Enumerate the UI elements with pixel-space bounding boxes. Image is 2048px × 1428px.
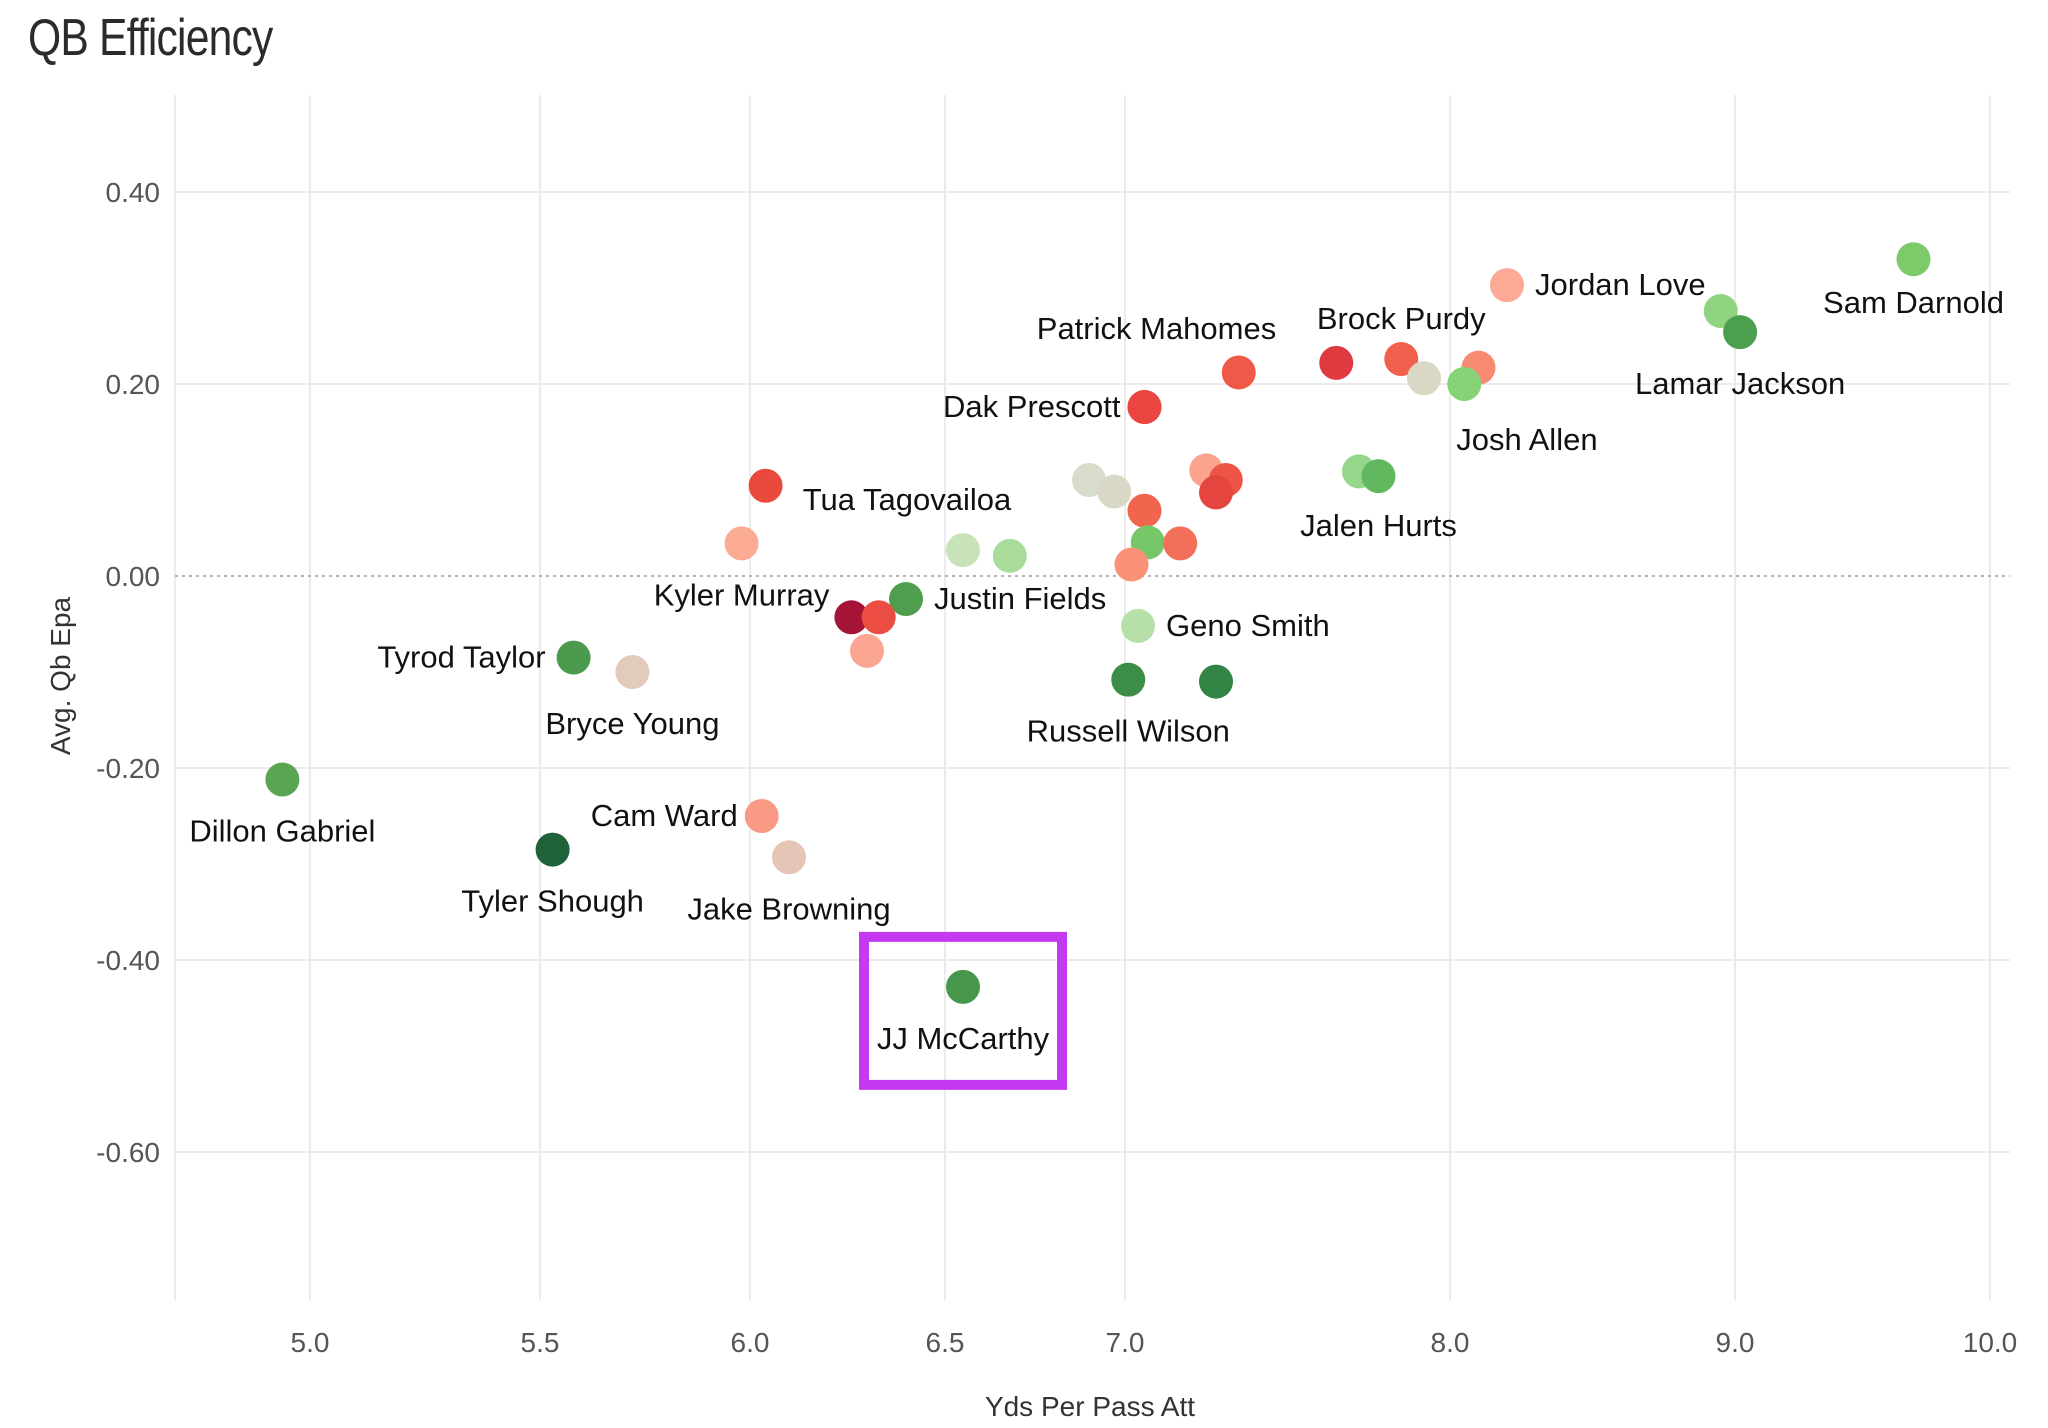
data-point — [1121, 608, 1155, 643]
x-tick-label: 5.5 — [521, 1327, 560, 1358]
data-point — [615, 655, 650, 689]
data-point — [748, 468, 783, 503]
point-label: Tua Tagovailoa — [803, 482, 1012, 517]
x-tick-label: 8.0 — [1431, 1327, 1470, 1358]
x-tick-label: 7.0 — [1106, 1327, 1145, 1358]
point-labels: Sam Darnold Jordan Love Lamar Jackson Brock… — [189, 267, 2004, 1056]
data-point — [744, 799, 779, 833]
data-point — [1221, 355, 1256, 390]
x-tick-label: 9.0 — [1716, 1327, 1755, 1358]
data-point — [834, 600, 869, 635]
data-point — [535, 832, 570, 867]
point-label: Bryce Young — [545, 706, 719, 741]
point-label: Patrick Mahomes — [1037, 311, 1276, 346]
data-point — [1199, 475, 1233, 510]
data-point — [1361, 459, 1396, 494]
point-label: Josh Allen — [1456, 422, 1597, 457]
data-point — [1111, 662, 1146, 697]
data-point — [946, 969, 980, 1004]
y-tick-label: 0.40 — [106, 177, 161, 208]
data-point — [1127, 390, 1162, 425]
highlight-layer — [859, 931, 1067, 1090]
point-label: Justin Fields — [934, 581, 1106, 616]
data-point — [1490, 268, 1524, 303]
x-axis-ticks: 5.0 5.5 6.0 6.5 7.0 8.0 9.0 10.0 — [291, 1327, 2018, 1358]
data-point — [1097, 474, 1132, 509]
data-point — [556, 640, 591, 675]
grid-lines — [174, 95, 2010, 1300]
point-label: JJ McCarthy — [877, 1021, 1050, 1056]
data-point — [946, 533, 980, 568]
x-tick-label: 6.0 — [731, 1327, 770, 1358]
data-point — [992, 538, 1027, 573]
x-tick-label: 6.5 — [926, 1327, 965, 1358]
highlight-box — [859, 931, 1067, 1090]
data-point — [1384, 342, 1419, 377]
x-axis-title: Yds Per Pass Att — [985, 1391, 1195, 1422]
data-point — [1114, 547, 1149, 582]
data-point — [1407, 361, 1441, 396]
data-point — [772, 840, 806, 875]
point-label: Dak Prescott — [943, 389, 1121, 424]
point-label: Russell Wilson — [1027, 714, 1230, 749]
point-label: Geno Smith — [1166, 608, 1330, 643]
data-point — [265, 762, 300, 797]
point-label: Dillon Gabriel — [189, 814, 375, 849]
point-label: Tyrod Taylor — [377, 640, 545, 675]
point-label: Brock Purdy — [1317, 301, 1486, 336]
data-point — [1723, 315, 1758, 350]
point-label: Tyler Shough — [461, 884, 644, 919]
x-tick-label: 5.0 — [291, 1327, 330, 1358]
data-point — [1199, 664, 1233, 699]
data-point — [1163, 526, 1198, 561]
data-point — [850, 633, 884, 668]
point-label: Kyler Murray — [654, 577, 830, 612]
y-tick-label: -0.40 — [96, 945, 160, 976]
point-label: Sam Darnold — [1823, 285, 2004, 320]
y-tick-label: 0.20 — [106, 369, 161, 400]
point-label: Cam Ward — [591, 798, 738, 833]
data-point — [1319, 345, 1354, 380]
y-tick-label: -0.60 — [96, 1137, 160, 1168]
point-label: Jake Browning — [687, 891, 890, 926]
data-point — [724, 526, 759, 561]
point-label: Jalen Hurts — [1300, 508, 1457, 543]
x-tick-label: 10.0 — [1963, 1327, 2018, 1358]
y-axis-title: Avg. Qb Epa — [45, 596, 76, 755]
data-point — [861, 600, 896, 635]
point-label: Jordan Love — [1535, 267, 1706, 302]
data-point — [1127, 493, 1162, 528]
data-points — [265, 242, 1931, 1004]
y-tick-label: -0.20 — [96, 753, 160, 784]
point-label: Lamar Jackson — [1635, 366, 1845, 401]
data-point — [889, 582, 923, 617]
data-point — [1896, 242, 1931, 277]
y-tick-label: 0.00 — [106, 561, 161, 592]
data-point — [1447, 367, 1482, 401]
chart-title: QB Efficiency — [28, 9, 273, 67]
y-axis-ticks: 0.40 0.20 0.00 -0.20 -0.40 -0.60 — [96, 177, 160, 1168]
